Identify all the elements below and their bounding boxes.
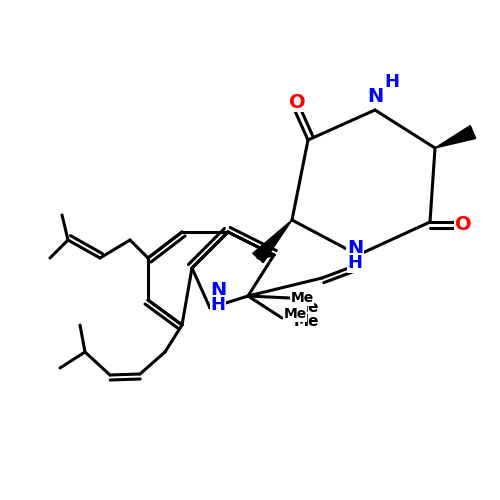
Text: O: O xyxy=(454,214,471,234)
Text: Me: Me xyxy=(293,300,319,316)
Text: O: O xyxy=(288,92,306,112)
Text: Me: Me xyxy=(293,314,319,330)
Polygon shape xyxy=(435,126,476,148)
Text: N: N xyxy=(367,86,383,106)
Text: H: H xyxy=(384,73,400,91)
Polygon shape xyxy=(253,220,292,262)
Text: N: N xyxy=(347,238,363,258)
Text: N: N xyxy=(210,280,226,299)
Text: H: H xyxy=(348,254,362,272)
Text: H: H xyxy=(210,296,226,314)
Text: Me: Me xyxy=(290,291,314,305)
Text: Me: Me xyxy=(284,307,306,321)
